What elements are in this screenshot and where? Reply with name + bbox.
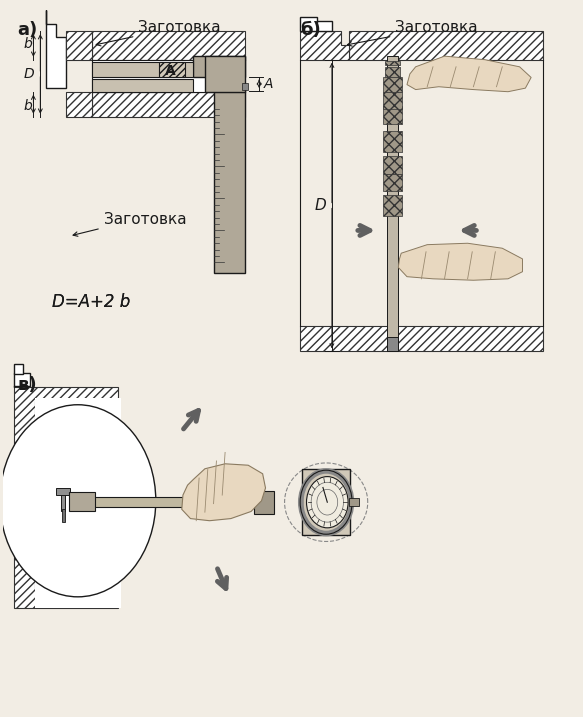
Bar <box>387 56 398 351</box>
Bar <box>92 62 194 77</box>
Polygon shape <box>15 387 118 607</box>
Bar <box>62 509 65 522</box>
Polygon shape <box>383 195 402 217</box>
Text: Заготовка: Заготовка <box>395 20 478 35</box>
Bar <box>194 56 245 77</box>
Text: в): в) <box>17 376 37 394</box>
Text: б): б) <box>300 21 321 39</box>
Bar <box>34 398 121 607</box>
Bar <box>213 88 245 273</box>
Bar <box>92 60 245 92</box>
Polygon shape <box>46 10 66 88</box>
Polygon shape <box>383 77 402 92</box>
Bar <box>205 56 245 92</box>
Bar <box>349 498 359 506</box>
Bar <box>94 497 261 507</box>
Polygon shape <box>383 156 402 174</box>
Bar <box>61 490 65 511</box>
Bar <box>303 470 350 535</box>
Polygon shape <box>407 56 531 92</box>
Text: A: A <box>165 64 175 78</box>
Polygon shape <box>383 106 402 124</box>
Polygon shape <box>159 62 185 77</box>
Text: а): а) <box>17 21 37 39</box>
Polygon shape <box>300 32 349 60</box>
Circle shape <box>307 477 348 528</box>
Text: D: D <box>23 67 34 81</box>
Circle shape <box>0 404 156 597</box>
Polygon shape <box>383 92 402 110</box>
Text: D=A+2 b: D=A+2 b <box>52 293 130 310</box>
Polygon shape <box>349 32 543 60</box>
Bar <box>242 83 248 90</box>
Polygon shape <box>66 92 92 117</box>
Bar <box>387 337 398 351</box>
Polygon shape <box>318 21 332 32</box>
Polygon shape <box>92 32 245 60</box>
Polygon shape <box>66 32 92 60</box>
Text: b: b <box>23 37 32 51</box>
Text: A: A <box>264 77 273 91</box>
Polygon shape <box>383 174 402 191</box>
Bar <box>69 492 95 511</box>
Polygon shape <box>385 61 400 65</box>
Polygon shape <box>300 326 543 351</box>
Polygon shape <box>15 364 23 374</box>
Polygon shape <box>15 373 30 387</box>
Text: D: D <box>315 198 326 213</box>
Polygon shape <box>385 67 400 77</box>
Polygon shape <box>300 17 318 32</box>
Text: Заготовка: Заготовка <box>139 20 221 35</box>
Bar <box>254 491 274 513</box>
Polygon shape <box>92 92 245 117</box>
Polygon shape <box>182 464 265 521</box>
Polygon shape <box>398 243 522 280</box>
Bar <box>56 488 71 495</box>
Text: Заготовка: Заготовка <box>104 212 187 227</box>
Polygon shape <box>383 130 402 152</box>
Text: D=A+2 b: D=A+2 b <box>52 293 130 310</box>
Bar <box>92 79 194 92</box>
Text: b: b <box>23 99 32 113</box>
